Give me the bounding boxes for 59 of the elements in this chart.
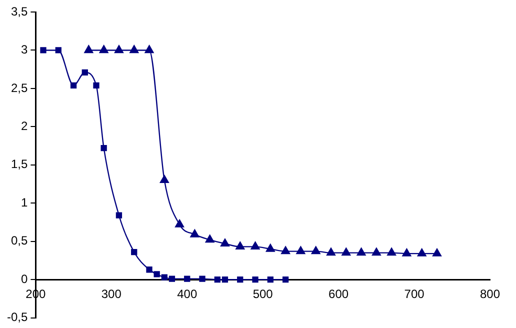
point <box>372 248 381 256</box>
point <box>220 238 230 246</box>
point <box>93 82 100 88</box>
y-tick-label: 3 <box>20 42 28 57</box>
point <box>131 248 138 256</box>
point <box>311 246 320 254</box>
point <box>356 248 366 256</box>
point <box>266 244 275 252</box>
point <box>296 246 306 254</box>
x-tick-label: 500 <box>252 287 274 302</box>
point <box>116 212 122 218</box>
point <box>130 45 139 54</box>
point <box>236 242 245 250</box>
y-tick-label: 2,5 <box>10 80 28 95</box>
x-tick-label: 300 <box>101 287 122 302</box>
point <box>146 266 152 273</box>
y-tick-label: -0,5 <box>6 310 28 324</box>
point <box>250 242 260 250</box>
x-tick-label: 600 <box>328 287 349 302</box>
y-tick-label: 0,5 <box>10 234 28 248</box>
x-tick-label: 400 <box>177 287 198 302</box>
x-tick-label: 800 <box>480 287 500 302</box>
point <box>387 248 396 256</box>
point <box>432 248 442 256</box>
x-tick-label: 700 <box>404 287 425 302</box>
point <box>100 145 107 152</box>
point <box>282 276 289 283</box>
point <box>70 82 77 88</box>
point <box>154 271 160 278</box>
point <box>161 274 168 280</box>
point <box>144 45 154 54</box>
point <box>190 229 200 238</box>
point <box>55 47 62 54</box>
y-tick-label: 3,5 <box>10 4 28 18</box>
point <box>114 45 124 54</box>
point <box>222 276 228 283</box>
point <box>175 219 184 228</box>
point <box>237 276 244 283</box>
y-tick-label: 2 <box>20 118 28 133</box>
point <box>402 248 412 256</box>
point <box>205 234 214 243</box>
point <box>160 175 169 184</box>
point <box>40 47 46 54</box>
point <box>252 276 258 283</box>
point <box>84 45 94 54</box>
point <box>168 276 176 282</box>
point <box>342 248 351 256</box>
point <box>99 45 108 54</box>
point <box>184 276 190 282</box>
point <box>199 276 206 282</box>
y-tick-label: 1 <box>20 195 28 210</box>
y-tick-label: 1,5 <box>10 157 28 172</box>
point <box>82 69 88 76</box>
point <box>267 276 274 283</box>
point <box>326 248 336 256</box>
point <box>417 248 426 256</box>
point <box>281 246 290 254</box>
y-tick-label: 0 <box>20 272 28 286</box>
point <box>214 276 220 283</box>
